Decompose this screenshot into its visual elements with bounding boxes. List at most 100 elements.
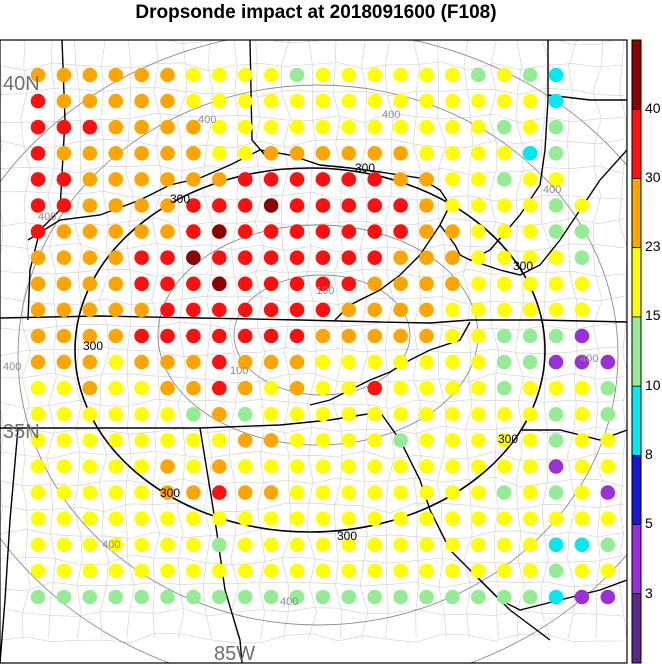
- impact-dot: [471, 119, 486, 135]
- impact-dot: [82, 276, 98, 292]
- ring-label: 400: [3, 361, 21, 373]
- impact-dot: [237, 119, 253, 135]
- impact-dot: [160, 511, 175, 526]
- impact-dot: [108, 198, 123, 213]
- impact-dot: [237, 433, 253, 448]
- impact-dot: [419, 172, 434, 187]
- impact-dot: [212, 485, 227, 500]
- impact-dot: [471, 172, 486, 187]
- impact-dot: [160, 589, 175, 605]
- impact-dot: [186, 172, 201, 187]
- impact-dot: [548, 537, 564, 553]
- impact-dot: [134, 172, 149, 187]
- impact-dot: [315, 146, 331, 161]
- impact-dot: [315, 433, 331, 448]
- impact-dot: [496, 407, 512, 422]
- impact-dot: [108, 459, 123, 474]
- impact-dot: [56, 224, 72, 239]
- colorbar-tick-label: 23: [645, 238, 661, 254]
- impact-dot: [496, 302, 512, 318]
- impact-dot: [263, 328, 279, 344]
- impact-dot: [600, 511, 616, 526]
- impact-dot: [367, 354, 383, 370]
- impact-dot: [522, 537, 538, 553]
- impact-dot: [134, 198, 149, 213]
- colorbar-bin: [632, 386, 641, 456]
- impact-dot: [56, 198, 72, 213]
- impact-dot: [548, 146, 564, 161]
- impact-dot: [393, 328, 408, 344]
- impact-dot: [315, 93, 331, 109]
- impact-dot: [160, 380, 175, 396]
- impact-dot: [134, 276, 149, 292]
- impact-dot: [289, 224, 305, 239]
- impact-dot: [445, 93, 460, 109]
- impact-dot: [341, 250, 357, 265]
- impact-dot: [393, 511, 408, 526]
- impact-dot: [522, 224, 538, 239]
- impact-dot: [471, 485, 486, 500]
- impact-dot: [263, 354, 279, 370]
- impact-dot: [548, 328, 564, 344]
- impact-dot: [289, 119, 305, 135]
- impact-dot: [160, 485, 175, 500]
- impact-dot: [600, 537, 616, 553]
- border-tn-ga-al: [0, 411, 381, 429]
- range-ring-labels: 100 100 300 300 300 300 300 300 300 400 …: [3, 109, 598, 608]
- impact-dot: [522, 485, 538, 500]
- impact-dot: [393, 67, 408, 83]
- impact-dot: [237, 276, 253, 292]
- impact-dot: [471, 511, 486, 526]
- impact-dot: [445, 119, 460, 135]
- impact-dot: [30, 485, 46, 500]
- impact-dot: [522, 302, 538, 318]
- impact-dot: [160, 302, 175, 318]
- impact-dot: [393, 485, 408, 500]
- impact-dot: [496, 485, 512, 500]
- impact-dot: [289, 433, 305, 448]
- impact-dot: [367, 224, 383, 239]
- impact-dot: [393, 250, 408, 265]
- impact-dot: [445, 407, 460, 422]
- impact-dot: [471, 250, 486, 265]
- impact-dot: [263, 276, 279, 292]
- impact-dot: [315, 276, 331, 292]
- impact-dot: [108, 380, 123, 396]
- impact-dot: [574, 224, 590, 239]
- impact-dot: [574, 511, 590, 526]
- impact-dot: [548, 198, 564, 213]
- impact-dot: [263, 172, 279, 187]
- impact-dot: [186, 146, 201, 161]
- impact-dot: [393, 146, 408, 161]
- impact-dot: [108, 354, 123, 370]
- impact-dot: [56, 328, 72, 344]
- impact-dot: [186, 67, 201, 83]
- impact-dot: [522, 354, 538, 370]
- impact-dot: [522, 407, 538, 422]
- impact-dot: [522, 198, 538, 213]
- impact-dot: [160, 354, 175, 370]
- impact-dot: [419, 433, 434, 448]
- impact-dot: [212, 302, 227, 318]
- impact-dot: [445, 589, 460, 605]
- impact-dot: [82, 302, 98, 318]
- impact-dot: [315, 198, 331, 213]
- impact-dot: [82, 485, 98, 500]
- impact-dot: [212, 354, 227, 370]
- impact-dot: [419, 563, 434, 579]
- impact-dot: [134, 537, 149, 553]
- impact-dot: [315, 224, 331, 239]
- impact-dot: [393, 354, 408, 370]
- impact-dot: [160, 119, 175, 135]
- impact-dot: [82, 459, 98, 474]
- impact-dot: [496, 224, 512, 239]
- impact-dot: [445, 563, 460, 579]
- impact-dot: [263, 198, 279, 213]
- impact-dot: [263, 485, 279, 500]
- impact-dot: [263, 589, 279, 605]
- impact-dot: [82, 146, 98, 161]
- ring-label: 400: [382, 109, 400, 121]
- impact-dot: [445, 276, 460, 292]
- impact-dot: [496, 250, 512, 265]
